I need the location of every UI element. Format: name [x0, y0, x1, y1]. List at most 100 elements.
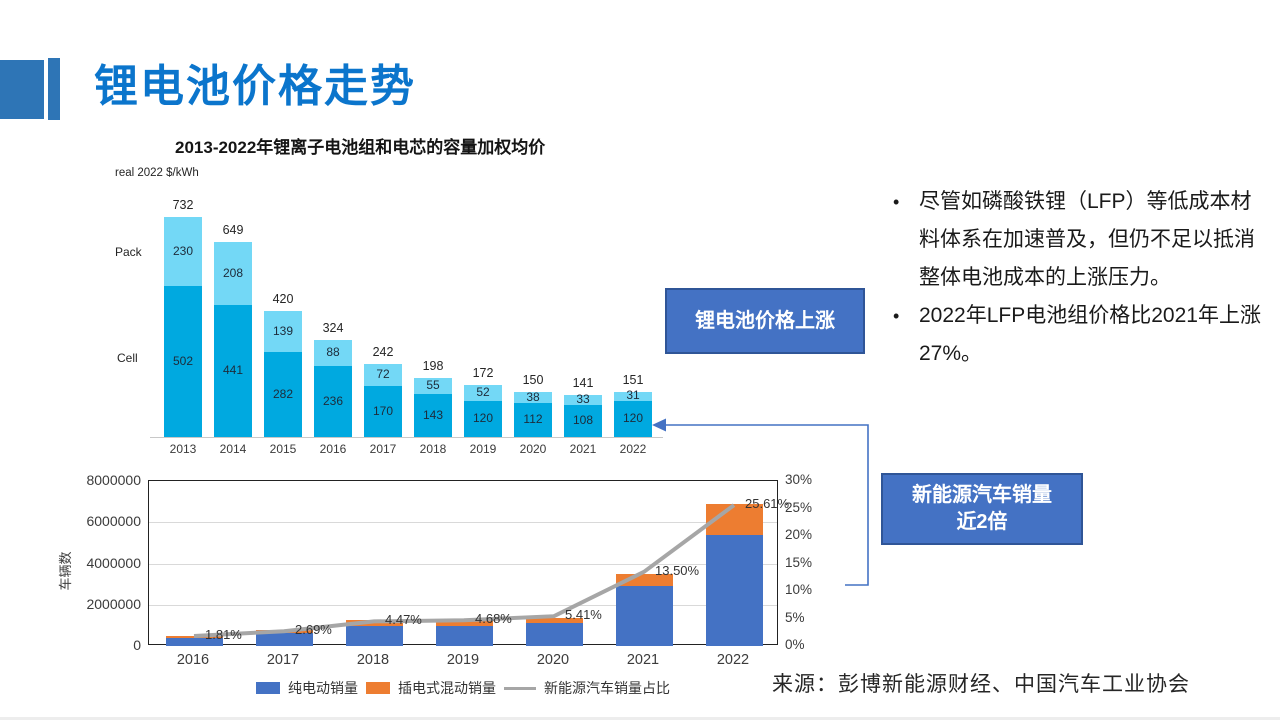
cell-segment [264, 352, 302, 437]
commentary-bullets: • 尽管如磷酸铁锂（LFP）等低成本材料体系在加速普及，但仍不足以抵消整体电池成… [893, 183, 1265, 373]
cell-segment [464, 401, 502, 437]
bev-bar-2019 [435, 626, 493, 646]
cell-data-label: 120 [622, 411, 644, 425]
bev-bar-2022 [705, 534, 763, 646]
x-tick-label: 2022 [716, 652, 750, 668]
total-data-label: 151 [622, 372, 644, 387]
callout-text-line2: 近2倍 [956, 511, 1008, 533]
right-tick-label: 0% [785, 637, 805, 652]
cell-data-label: 236 [322, 393, 344, 408]
x-tick-label: 2019 [446, 652, 480, 668]
pack-data-label: 33 [576, 391, 590, 406]
share-data-label: 2.69% [295, 622, 332, 638]
pack-data-label: 52 [476, 385, 490, 400]
pack-segment [414, 377, 452, 395]
x-tick-label: 2016 [176, 652, 210, 668]
left-tick-label: 8000000 [86, 472, 141, 488]
bev-bar-2020 [525, 623, 583, 646]
bullet-item: • 2022年LFP电池组价格比2021年上涨27%。 [893, 297, 1265, 373]
stacked-bar-2015: 420 139 282 2015 [258, 133, 308, 463]
x-tick-label: 2018 [419, 442, 447, 456]
stacked-bar-2017: 242 72 170 2017 [358, 133, 408, 463]
total-data-label: 732 [172, 198, 194, 213]
right-tick-label: 25% [785, 499, 813, 515]
callout-text-line1: 新能源汽车销量 [912, 484, 1052, 506]
pack-data-label: 88 [326, 345, 340, 359]
x-tick-label: 2020 [519, 442, 547, 456]
cell-segment [164, 286, 202, 437]
pack-segment [564, 394, 602, 405]
cell-data-label: 441 [222, 362, 244, 377]
right-tick-label: 10% [785, 582, 813, 597]
elbow-arrow-connector [652, 418, 869, 586]
stacked-bar-2013: 732 230 502 2013 [158, 133, 208, 463]
bullet-text: 尽管如磷酸铁锂（LFP）等低成本材料体系在加速普及，但仍不足以抵消整体电池成本的… [919, 190, 1255, 289]
pack-segment [464, 385, 502, 401]
stacked-bar-2022: 151 31 120 2022 [608, 133, 658, 463]
accent-bar [48, 58, 60, 120]
phev-bar-2016 [165, 635, 223, 638]
battery-price-chart: 2013-2022年锂离子电池组和电芯的容量加权均价 real 2022 $/k… [110, 133, 680, 478]
pack-segment [514, 392, 552, 404]
bev-bar-2021 [615, 586, 673, 646]
cell-data-label: 502 [172, 353, 194, 368]
pack-segment [214, 242, 252, 305]
right-tick-label: 30% [785, 472, 813, 487]
pack-data-label: 38 [526, 389, 540, 404]
left-tick-label: 2000000 [86, 595, 141, 612]
total-data-label: 198 [422, 358, 444, 373]
stacked-bar-2016: 324 88 236 2016 [308, 133, 358, 463]
x-tick-label: 2017 [369, 442, 397, 456]
share-data-label: 13.50% [655, 562, 700, 578]
total-data-label: 150 [522, 373, 544, 387]
pack-segment [164, 217, 202, 287]
cell-data-label: 108 [572, 412, 594, 427]
bullet-item: • 尽管如磷酸铁锂（LFP）等低成本材料体系在加速普及，但仍不足以抵消整体电池成… [893, 183, 1265, 297]
cell-segment [614, 401, 652, 437]
share-data-label: 5.41% [565, 607, 602, 623]
legend-swatch-phev [366, 682, 390, 694]
pack-segment [264, 310, 302, 353]
chart-unit-label: real 2022 $/kWh [115, 167, 199, 179]
x-tick-label: 2021 [569, 442, 597, 456]
pack-data-label: 31 [626, 388, 640, 403]
x-tick-label: 2017 [266, 652, 300, 668]
phev-bar-2020 [525, 617, 583, 624]
legend-label-bev: 纯电动销量 [288, 680, 358, 696]
stacked-bar-2014: 649 208 441 2014 [208, 133, 258, 463]
total-data-label: 242 [372, 345, 394, 360]
cell-data-label: 282 [272, 386, 294, 401]
cell-segment [214, 304, 252, 437]
stacked-bar-2020: 150 38 112 2020 [508, 133, 558, 463]
callout-text: 锂电池价格上涨 [695, 309, 835, 332]
pack-data-label: 230 [172, 243, 194, 258]
bullet-marker: • [893, 306, 900, 326]
bev-bar-2018 [345, 625, 403, 646]
x-tick-label: 2013 [169, 442, 197, 456]
stacked-bar-2018: 198 55 143 2018 [408, 133, 458, 463]
gridline [149, 604, 777, 606]
bullet-marker: • [893, 192, 900, 212]
cell-segment [564, 404, 602, 437]
bev-bar-2016 [165, 637, 223, 646]
pack-data-label: 55 [426, 377, 440, 392]
cell-data-label: 112 [523, 412, 543, 427]
share-data-label: 25.61% [745, 496, 790, 512]
cell-data-label: 143 [422, 407, 444, 422]
left-tick-label: 0 [133, 637, 141, 653]
cell-segment [364, 386, 402, 437]
stacked-bar-2019: 172 52 120 2019 [458, 133, 508, 463]
legend-label-phev: 插电式混动销量 [398, 680, 496, 696]
legend-swatch-share-line [504, 686, 536, 690]
x-tick-label: 2016 [319, 442, 347, 456]
total-data-label: 141 [572, 375, 594, 390]
total-data-label: 324 [322, 320, 344, 335]
callout-battery-price-rise: 锂电池价格上涨 [665, 288, 865, 354]
share-data-label: 4.47% [385, 612, 422, 628]
pack-data-label: 139 [272, 323, 294, 338]
nev-sales-chart: 车辆数 0 2000000 4000000 6000000 8000000 0% 5% 10… [55, 470, 855, 720]
total-data-label: 172 [472, 366, 494, 381]
gridline [149, 563, 777, 565]
right-tick-label: 15% [785, 554, 813, 570]
left-tick-label: 4000000 [86, 554, 141, 571]
